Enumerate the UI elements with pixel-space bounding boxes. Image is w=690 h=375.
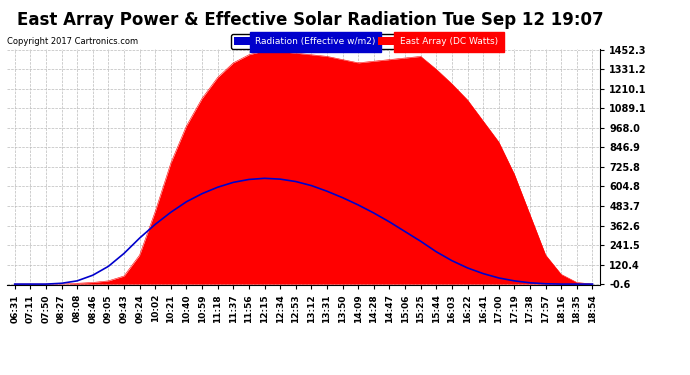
Legend: Radiation (Effective w/m2), East Array (DC Watts): Radiation (Effective w/m2), East Array (… — [231, 34, 501, 49]
Text: East Array Power & Effective Solar Radiation Tue Sep 12 19:07: East Array Power & Effective Solar Radia… — [17, 11, 604, 29]
Text: Copyright 2017 Cartronics.com: Copyright 2017 Cartronics.com — [8, 38, 139, 46]
